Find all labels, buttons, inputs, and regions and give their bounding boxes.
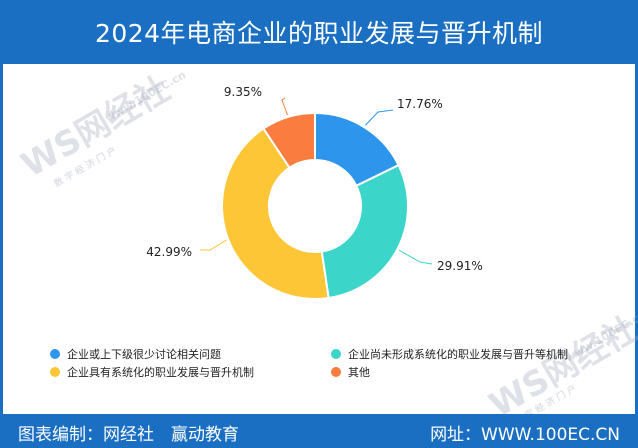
legend-label: 企业尚未形成系统化的职业发展与晋升等机制 — [348, 348, 568, 361]
footer-bar: 图表编制：网经社 赢动教育 网址：WWW.100EC.CN — [0, 414, 638, 448]
donut-slice-3 — [221, 127, 330, 300]
legend-item-3: 企业具有系统化的职业发展与晋升机制 — [50, 364, 254, 380]
legend-swatch-yellow — [50, 367, 60, 377]
footer-site-link[interactable]: 网址：WWW.100EC.CN — [430, 425, 620, 445]
leader-line-1 — [364, 109, 394, 126]
legend-label: 企业具有系统化的职业发展与晋升机制 — [67, 366, 254, 379]
legend-item-2: 企业尚未形成系统化的职业发展与晋升等机制 — [331, 346, 568, 362]
leader-line-4 — [281, 97, 288, 116]
legend-item-1: 企业或上下级很少讨论相关问题 — [50, 346, 221, 362]
legend-swatch-teal — [331, 349, 341, 359]
chart-title-bar: 2024年电商企业的职业发展与晋升机制 — [0, 0, 638, 64]
legend-swatch-orange — [331, 367, 341, 377]
data-label-1: 17.76% — [397, 97, 443, 111]
data-label-4: 9.35% — [224, 85, 262, 99]
data-label-2: 29.91% — [437, 259, 483, 273]
donut-chart: 17.76% 29.91% 42.99% 9.35% — [146, 85, 483, 300]
data-label-3: 42.99% — [146, 245, 192, 259]
leader-line-2 — [398, 249, 433, 265]
footer-credit: 图表编制：网经社 赢动教育 — [18, 425, 239, 445]
leader-line-3 — [200, 239, 227, 251]
leader-lines — [200, 97, 433, 265]
chart-title: 2024年电商企业的职业发展与晋升机制 — [94, 19, 544, 48]
legend-label: 其他 — [348, 366, 370, 379]
donut-slices — [221, 111, 409, 300]
donut-slice-4 — [262, 111, 316, 170]
data-labels: 17.76% 29.91% 42.99% 9.35% — [146, 85, 483, 273]
legend-swatch-blue — [50, 349, 60, 359]
donut-slice-2 — [320, 163, 409, 300]
legend-label: 企业或上下级很少讨论相关问题 — [67, 348, 221, 361]
legend-item-4: 其他 — [331, 364, 370, 380]
